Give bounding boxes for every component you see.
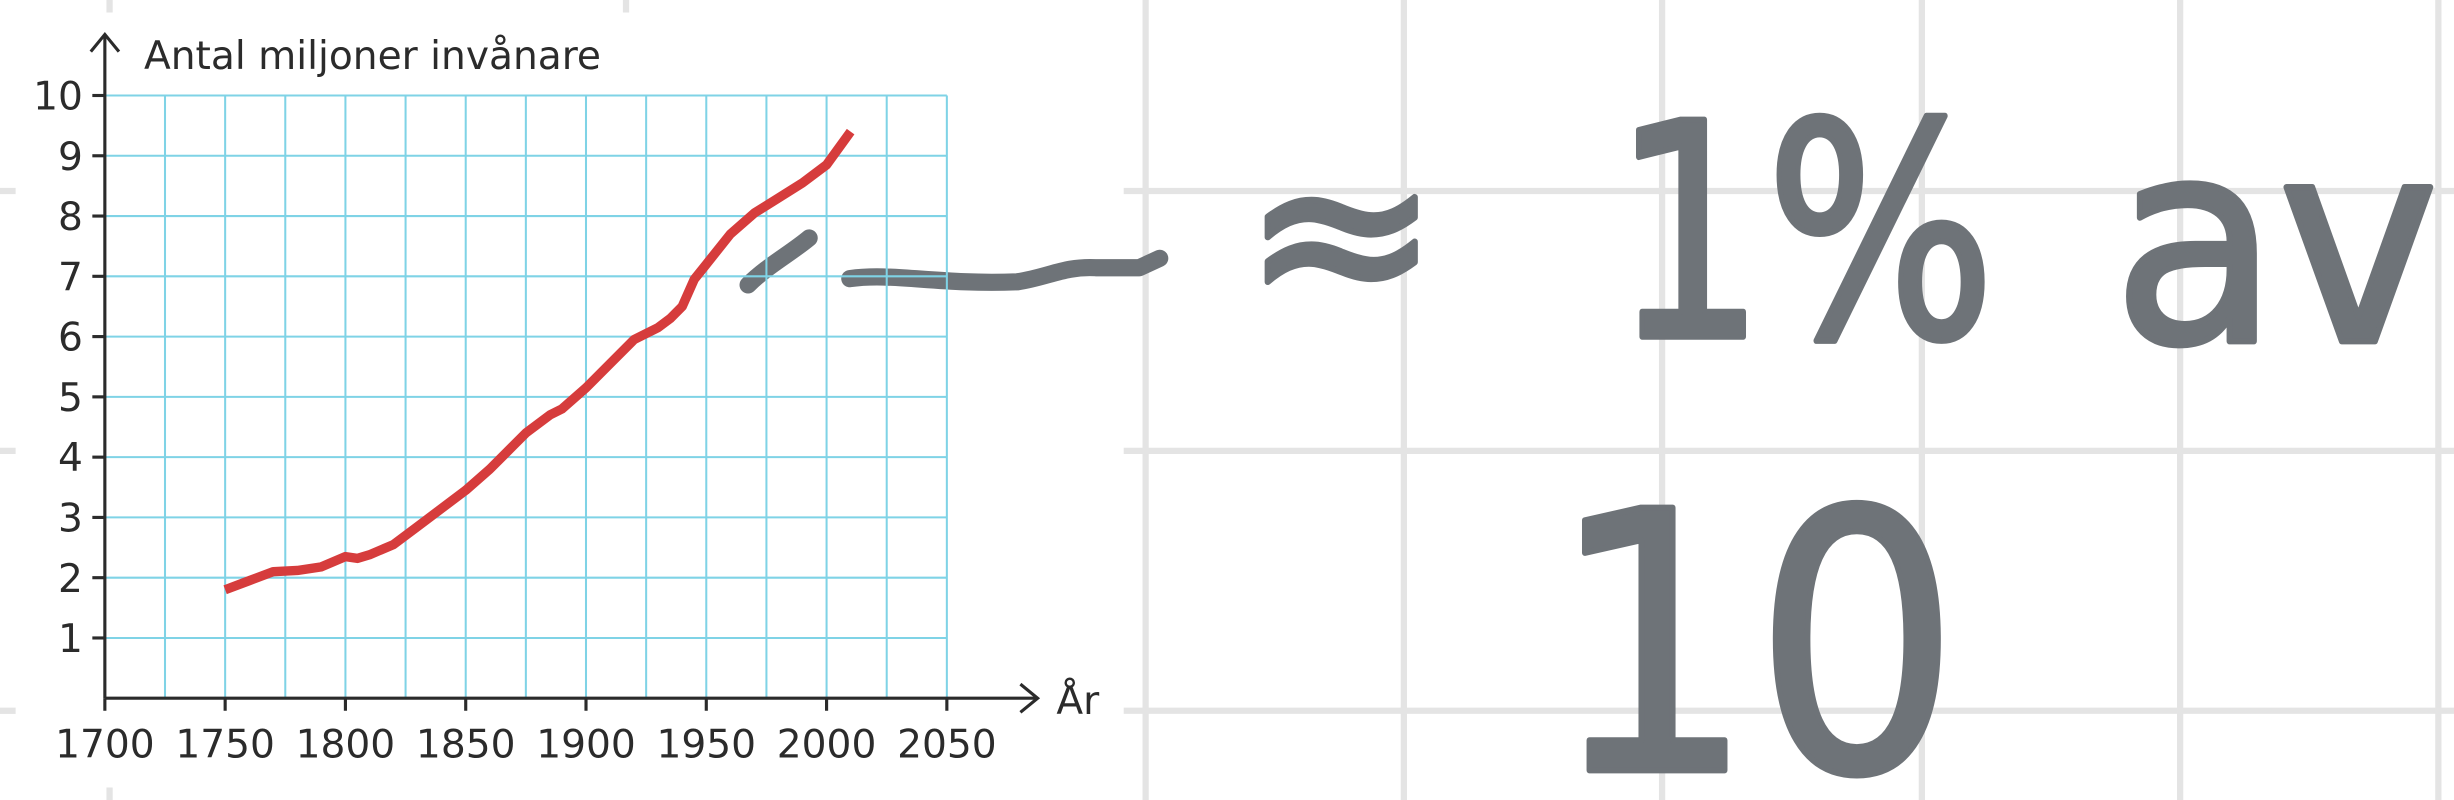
data-line [223,128,855,595]
x-tick-label: 1900 [536,723,636,768]
pen-strokes [739,229,1169,294]
handwriting: 10 [1549,436,1959,800]
y-tick-label: 8 [58,195,83,240]
x-tick-label: 1750 [175,723,275,768]
y-tick-label: 4 [58,436,83,481]
x-tick-label: 1800 [296,723,396,768]
x-axis-label: År [1056,677,1100,724]
x-tick-label: 2000 [777,723,877,768]
y-tick-label: 9 [58,135,83,180]
x-tick-label: 2050 [897,723,997,768]
y-tick-label: 5 [58,376,83,421]
y-tick-label: 1 [58,617,83,662]
y-tick-label: 6 [58,316,83,361]
y-axis-label: Antal miljoner invånare [144,34,601,79]
y-tick-label: 2 [58,557,83,602]
handwriting: 1% [1612,62,1995,408]
x-tick-label: 1850 [416,723,516,768]
x-tick-label: 1700 [55,723,155,768]
handwriting: av [2113,80,2439,408]
y-tick-label: 10 [33,75,83,120]
handwriting: ≈ [1243,96,1440,369]
y-tick-label: 7 [58,255,83,300]
x-tick-label: 1950 [657,723,757,768]
y-tick-label: 3 [58,497,83,542]
x-axis-arrow [1019,682,1041,714]
y-axis-arrow [89,31,121,53]
